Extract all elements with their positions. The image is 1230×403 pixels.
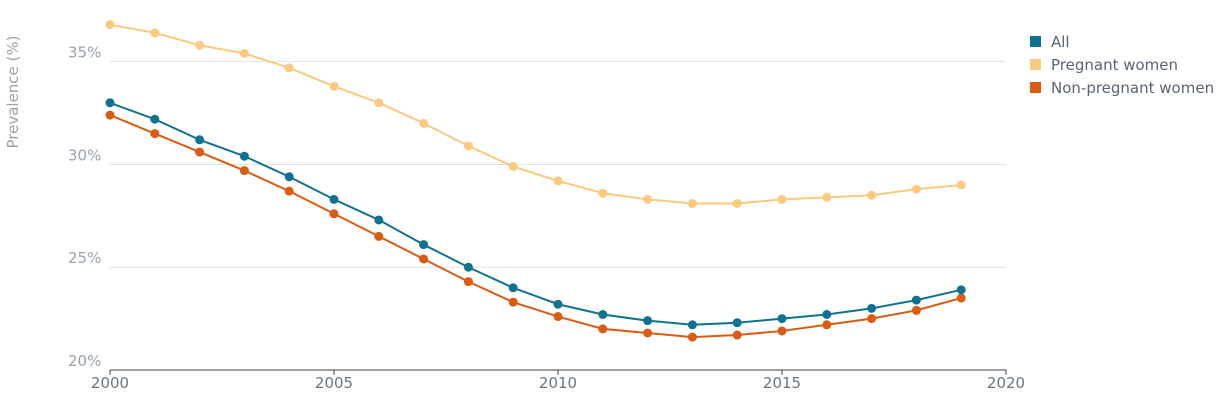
y-tick-label: 25% [68, 249, 101, 267]
data-point[interactable] [687, 332, 697, 342]
x-tick-label: 2000 [91, 374, 129, 392]
legend-swatch [1030, 59, 1041, 70]
data-point[interactable] [598, 324, 608, 334]
data-point[interactable] [329, 194, 339, 204]
data-point[interactable] [239, 151, 249, 161]
data-point[interactable] [374, 98, 384, 108]
data-point[interactable] [329, 209, 339, 219]
data-point[interactable] [822, 192, 832, 202]
x-axis-ticks: 2000 2005 2010 2015 2020 [91, 370, 1025, 392]
data-point[interactable] [105, 98, 115, 108]
data-point[interactable] [284, 63, 294, 73]
data-point[interactable] [911, 305, 921, 315]
data-point[interactable] [195, 147, 205, 157]
series-all [105, 98, 966, 330]
data-point[interactable] [732, 318, 742, 328]
series-line [109, 23, 962, 205]
data-point[interactable] [643, 316, 653, 326]
data-point[interactable] [150, 28, 160, 38]
data-point[interactable] [867, 303, 877, 313]
data-point[interactable] [732, 199, 742, 208]
data-point[interactable] [777, 314, 787, 324]
data-point[interactable] [419, 240, 429, 250]
data-point[interactable] [553, 299, 563, 309]
gridlines [110, 61, 1006, 268]
legend: All Pregnant women Non-pregnant women [1030, 33, 1214, 97]
data-point[interactable] [284, 172, 294, 182]
data-point[interactable] [239, 48, 249, 58]
data-point[interactable] [777, 326, 787, 336]
series-line [109, 114, 962, 339]
y-axis-label: Prevalence (%) [4, 35, 22, 148]
data-point[interactable] [508, 162, 518, 171]
data-point[interactable] [105, 110, 115, 120]
data-point[interactable] [822, 310, 832, 319]
data-point[interactable] [911, 184, 921, 194]
data-point[interactable] [911, 295, 921, 305]
data-point[interactable] [329, 81, 339, 91]
data-point[interactable] [195, 135, 205, 145]
y-tick-label: 20% [68, 352, 101, 370]
series-line [109, 101, 962, 326]
data-point[interactable] [374, 215, 384, 225]
data-point[interactable] [643, 194, 653, 204]
series-lines [105, 20, 966, 342]
data-point[interactable] [956, 285, 966, 295]
data-point[interactable] [598, 310, 608, 319]
y-tick-label: 35% [68, 44, 101, 62]
legend-label[interactable]: Pregnant women [1051, 56, 1178, 74]
data-point[interactable] [239, 166, 249, 176]
data-point[interactable] [553, 176, 563, 186]
data-point[interactable] [867, 314, 877, 324]
y-tick-label: 30% [68, 146, 101, 164]
data-point[interactable] [643, 328, 653, 338]
data-point[interactable] [419, 254, 429, 264]
series-pregnant-women [105, 20, 966, 208]
data-point[interactable] [822, 320, 832, 330]
data-point[interactable] [687, 320, 697, 330]
x-tick-label: 2010 [539, 374, 577, 392]
data-point[interactable] [105, 20, 115, 30]
x-tick-label: 2015 [763, 374, 801, 392]
data-point[interactable] [553, 312, 563, 322]
data-point[interactable] [284, 186, 294, 196]
x-tick-label: 2005 [315, 374, 353, 392]
y-axis-ticks: 20% 25% 30% 35% [68, 44, 101, 370]
data-point[interactable] [463, 277, 473, 287]
legend-swatch [1030, 36, 1041, 47]
data-point[interactable] [508, 283, 518, 293]
data-point[interactable] [150, 129, 160, 139]
data-point[interactable] [150, 114, 160, 124]
data-point[interactable] [195, 40, 205, 50]
data-point[interactable] [374, 231, 384, 241]
data-point[interactable] [687, 199, 697, 208]
series-non-pregnant-women [105, 110, 966, 342]
data-point[interactable] [777, 194, 787, 204]
data-point[interactable] [598, 188, 608, 198]
data-point[interactable] [419, 118, 429, 128]
data-point[interactable] [463, 262, 473, 272]
legend-label[interactable]: Non-pregnant women [1051, 79, 1214, 97]
legend-swatch [1030, 82, 1041, 93]
data-point[interactable] [508, 297, 518, 307]
data-point[interactable] [463, 141, 473, 151]
data-point[interactable] [867, 190, 877, 200]
data-point[interactable] [956, 180, 966, 190]
data-point[interactable] [732, 330, 742, 340]
legend-label[interactable]: All [1051, 33, 1070, 51]
x-tick-label: 2020 [987, 374, 1025, 392]
data-point[interactable] [956, 293, 966, 303]
